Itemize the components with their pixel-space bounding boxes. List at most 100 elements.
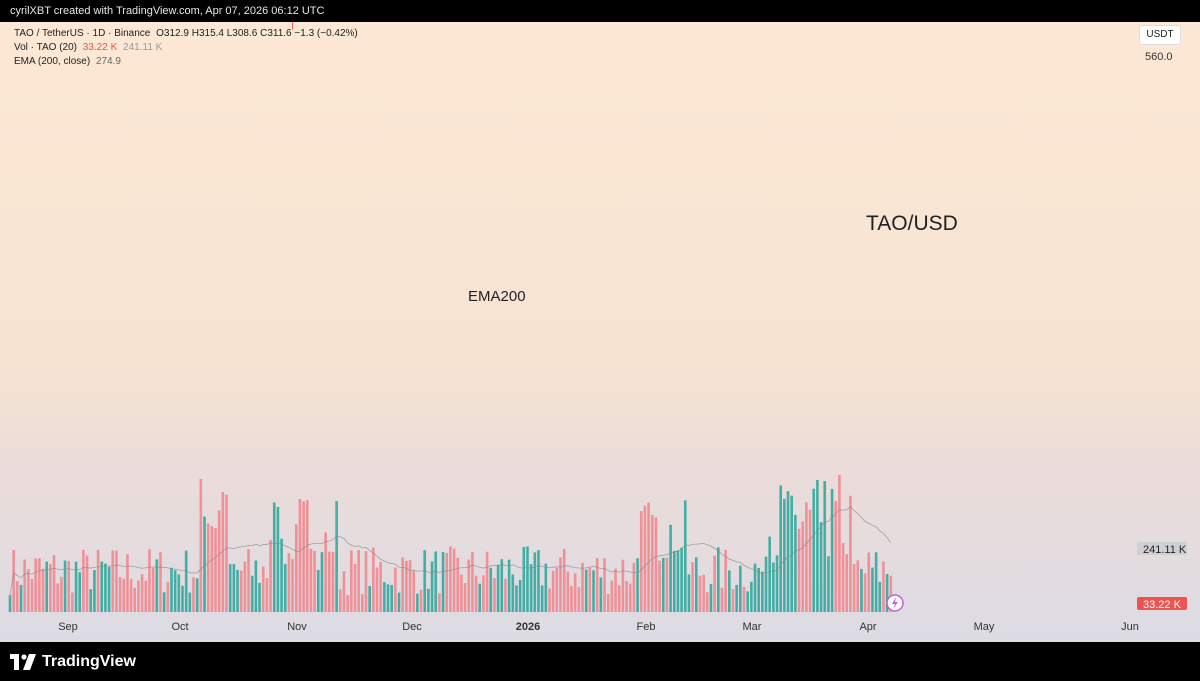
volume-bar — [386, 584, 390, 612]
volume-ma-value: 241.11 K — [123, 42, 163, 53]
volume-bar — [12, 550, 15, 612]
ema-value: 274.9 — [95, 56, 121, 67]
volume-bar — [772, 562, 775, 612]
volume-bar — [713, 555, 716, 612]
volume-bar — [280, 538, 283, 612]
volume-bar — [742, 586, 746, 612]
volume-bar — [606, 593, 610, 612]
volume-bar — [316, 569, 320, 612]
volume-bar — [115, 550, 118, 612]
volume-bar — [562, 548, 566, 612]
volume-bar — [368, 585, 371, 612]
svg-text:33.22 K: 33.22 K — [1143, 599, 1182, 611]
volume-bar — [85, 555, 89, 612]
volume-bar — [258, 582, 261, 612]
volume-bar — [595, 558, 599, 612]
volume-bar — [375, 567, 379, 612]
volume-bar — [203, 516, 206, 612]
volume-bar — [650, 514, 654, 612]
volume-bar — [276, 506, 280, 612]
volume-bar — [49, 564, 52, 612]
volume-bar — [327, 551, 331, 612]
volume-bar — [507, 559, 511, 612]
ema200-annotation: EMA200 — [468, 288, 526, 305]
volume-bar — [515, 585, 518, 612]
volume-bar — [728, 570, 731, 612]
volume-bar — [313, 550, 316, 612]
volume-bar — [30, 579, 34, 612]
volume-bar — [555, 567, 559, 612]
chart-legend: TAO / TetherUS · 1D · Binance O312.9 H31… — [14, 27, 361, 69]
volume-bar — [111, 550, 115, 612]
plot-background — [0, 22, 1200, 642]
volume-bar — [320, 552, 324, 612]
volume-bar — [63, 560, 67, 612]
volume-bar — [757, 567, 760, 612]
volume-bar — [397, 592, 401, 612]
tradingview-logo[interactable]: TradingView — [10, 648, 136, 676]
volume-bar — [250, 575, 254, 612]
volume-bar — [126, 554, 129, 612]
volume-bar — [639, 511, 643, 612]
time-tick-label: Feb — [637, 621, 656, 633]
volume-bar — [228, 564, 232, 612]
volume-bar — [819, 522, 823, 612]
volume-bar — [750, 581, 753, 612]
volume-bar — [460, 574, 463, 612]
volume-bar — [889, 575, 893, 612]
volume-bar — [717, 547, 720, 612]
volume-bar — [614, 568, 617, 612]
volume-bar — [731, 589, 735, 612]
volume-bar — [878, 581, 882, 612]
volume-bar — [628, 583, 632, 612]
time-tick-label: Nov — [287, 621, 307, 633]
volume-bar — [698, 575, 702, 612]
volume-bar — [559, 557, 562, 612]
volume-bar — [584, 569, 588, 612]
volume-bar — [592, 570, 595, 612]
volume-bar — [148, 549, 151, 612]
volume-bar — [474, 575, 478, 612]
volume-bar — [416, 593, 419, 612]
volume-bar — [816, 479, 819, 612]
volume-bar — [162, 592, 166, 612]
volume-ma-line — [9, 506, 892, 596]
volume-bar — [588, 567, 592, 612]
volume-bar — [566, 571, 570, 612]
volume-bar — [423, 550, 427, 612]
volume-bar — [874, 552, 878, 612]
volume-bar — [794, 514, 797, 612]
volume-bar — [867, 552, 871, 612]
volume-bar — [577, 587, 581, 612]
volume-bar — [573, 573, 577, 612]
time-tick-label: Jun — [1121, 621, 1139, 633]
volume-bar — [16, 581, 19, 612]
volume-bar — [221, 491, 225, 612]
volume-bar — [181, 585, 184, 612]
volume-bar — [434, 551, 438, 612]
volume-bar — [511, 574, 515, 612]
volume-bar — [493, 577, 496, 612]
volume-bar — [746, 591, 749, 612]
volume-bar — [463, 583, 467, 612]
volume-bar — [871, 567, 874, 612]
currency-button[interactable]: USDT — [1139, 25, 1181, 45]
volume-bar — [195, 578, 199, 612]
volume-bar — [526, 546, 529, 612]
volume-bar — [647, 502, 650, 612]
volume-bar — [184, 550, 188, 612]
volume-bar — [830, 488, 834, 612]
volume-bar — [269, 539, 272, 612]
volume-bar — [335, 501, 338, 612]
time-tick-label: 2026 — [516, 621, 540, 633]
volume-bar — [838, 474, 841, 612]
volume-bar — [177, 574, 181, 612]
volume-bar — [129, 578, 133, 612]
volume-bar — [52, 555, 56, 612]
volume-bar — [419, 589, 423, 612]
volume-bar — [38, 558, 41, 612]
volume-bar — [885, 573, 889, 612]
volume-bar — [603, 558, 606, 612]
